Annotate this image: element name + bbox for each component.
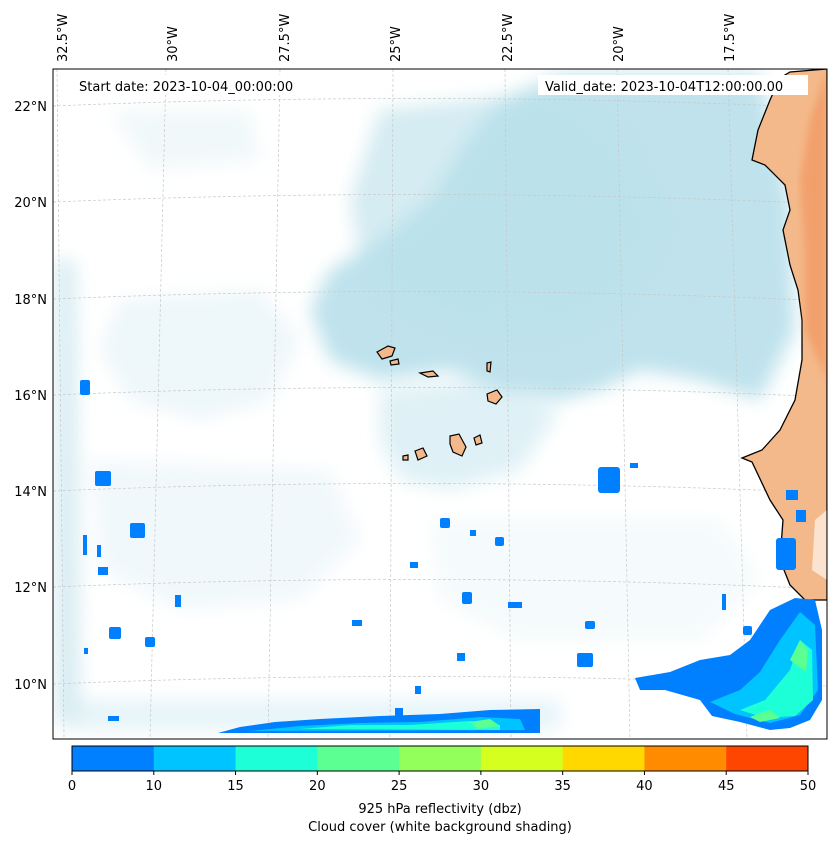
colorbar-segment: [235, 746, 318, 771]
colorbar-tick-label: 15: [227, 779, 244, 794]
lat-label: 10°N: [14, 678, 47, 693]
island-santiago: [449, 433, 467, 457]
colorbar-tick-label: 45: [718, 779, 735, 794]
island-sao-nicolau: [418, 370, 440, 378]
colorbar-segment: [562, 746, 645, 771]
colorbar-tick-label: 0: [68, 779, 76, 794]
colorbar-segment: [72, 746, 155, 771]
lon-label: 17.5°W: [723, 14, 738, 62]
colorbar-tick-label: 40: [636, 779, 653, 794]
colorbar-title: 925 hPa reflectivity (dbz): [358, 802, 521, 817]
cape-verde-islands: [376, 345, 503, 461]
lat-label: 12°N: [14, 581, 47, 596]
reflectivity-field: [80, 380, 822, 733]
map-content: [53, 69, 827, 739]
colorbar-segment: [153, 746, 237, 771]
island-sao-vicente: [389, 358, 400, 366]
colorbar-tick-label: 30: [473, 779, 490, 794]
gridlines: [53, 69, 827, 739]
island-brava: [402, 454, 409, 461]
island-boa-vista: [486, 389, 503, 405]
lat-label: 20°N: [14, 196, 47, 211]
colorbar-segment: [644, 746, 727, 771]
land-shading: [800, 69, 827, 380]
lon-label: 30°W: [166, 26, 181, 62]
colorbar-segment: [480, 746, 564, 771]
colorbar-tick-label: 35: [554, 779, 571, 794]
map-frame: [52, 68, 828, 740]
colorbar-tick-label: 50: [800, 779, 817, 794]
island-fogo: [414, 447, 428, 461]
lat-label: 22°N: [14, 100, 47, 115]
lon-label: 25°W: [389, 26, 404, 62]
lon-label: 20°W: [612, 26, 627, 62]
longitude-labels: 32.5°W 30°W 27.5°W 25°W 22.5°W 20°W 17.5…: [56, 14, 738, 62]
colorbar-border: [71, 745, 809, 772]
colorbar-segment: [399, 746, 482, 771]
colorbar-segment: [726, 746, 809, 771]
colorbar: 0 10 15 20 25 30 35 40 45 50: [68, 745, 817, 794]
lon-label: 27.5°W: [278, 14, 293, 62]
colorbar-segment: [317, 746, 400, 771]
island-maio: [473, 434, 483, 446]
land-white-patch: [812, 510, 827, 580]
start-date-box: [70, 75, 320, 95]
lat-label: 14°N: [14, 485, 47, 500]
colorbar-subtitle: Cloud cover (white background shading): [308, 820, 572, 835]
cloud-cover-shading: [55, 75, 795, 730]
latitude-labels: 22°N 20°N 18°N 16°N 14°N 12°N 10°N: [14, 100, 47, 693]
island-santo-antao: [376, 345, 396, 360]
valid-date-text: Valid_date: 2023-10-04T12:00:00.00: [545, 80, 783, 95]
lon-label: 22.5°W: [501, 14, 516, 62]
start-date-text: Start date: 2023-10-04_00:00:00: [79, 80, 293, 95]
colorbar-tick-label: 20: [309, 779, 326, 794]
island-sal: [486, 361, 492, 373]
colorbar-tick-label: 25: [391, 779, 408, 794]
lon-label: 32.5°W: [56, 14, 71, 62]
lat-label: 16°N: [14, 389, 47, 404]
valid-date-box: [538, 75, 808, 95]
lat-label: 18°N: [14, 293, 47, 308]
colorbar-tick-label: 10: [146, 779, 163, 794]
